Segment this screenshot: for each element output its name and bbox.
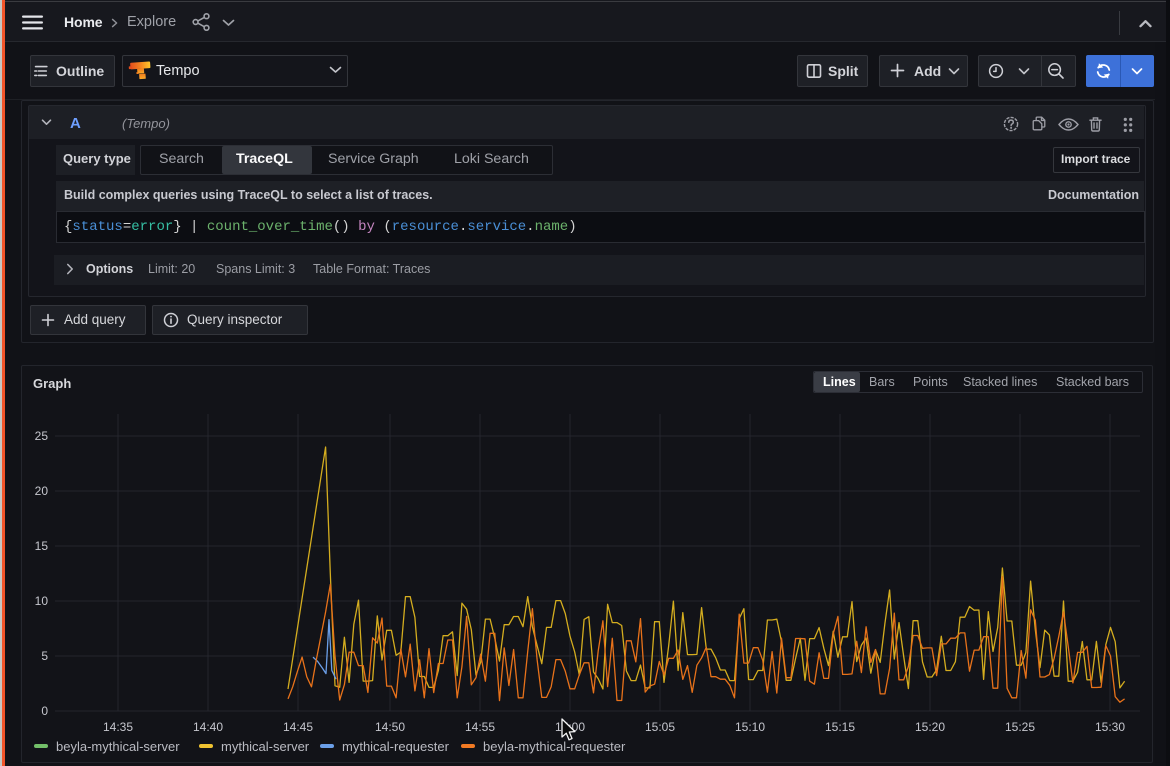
svg-text:14:35: 14:35 (103, 720, 133, 734)
svg-text:20: 20 (35, 484, 49, 498)
svg-text:15:25: 15:25 (1005, 720, 1035, 734)
svg-text:mythical-server: mythical-server (221, 739, 310, 754)
svg-text:15:15: 15:15 (825, 720, 855, 734)
svg-text:mythical-requester: mythical-requester (342, 739, 450, 754)
svg-text:10: 10 (35, 594, 49, 608)
svg-text:0: 0 (41, 704, 48, 718)
svg-text:5: 5 (41, 649, 48, 663)
svg-text:15:10: 15:10 (735, 720, 765, 734)
svg-text:beyla-mythical-server: beyla-mythical-server (56, 739, 180, 754)
svg-text:14:40: 14:40 (193, 720, 223, 734)
svg-text:14:50: 14:50 (375, 720, 405, 734)
svg-text:15: 15 (35, 539, 49, 553)
svg-text:15:05: 15:05 (645, 720, 675, 734)
svg-text:15:20: 15:20 (915, 720, 945, 734)
svg-text:14:55: 14:55 (465, 720, 495, 734)
svg-text:15:30: 15:30 (1095, 720, 1125, 734)
svg-text:beyla-mythical-requester: beyla-mythical-requester (483, 739, 626, 754)
svg-text:14:45: 14:45 (283, 720, 313, 734)
svg-text:25: 25 (35, 429, 49, 443)
